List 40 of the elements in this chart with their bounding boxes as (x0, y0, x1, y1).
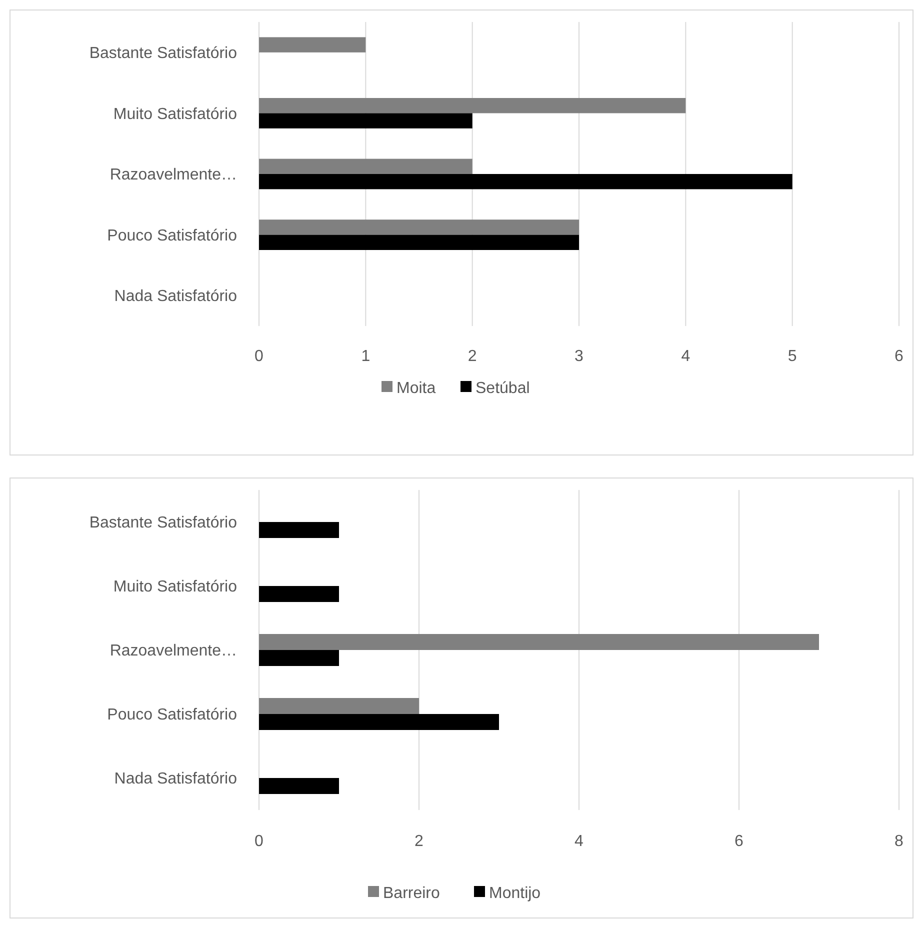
x-tick-label: 2 (468, 348, 477, 365)
bar (259, 586, 339, 602)
bar (259, 113, 472, 128)
y-tick-label: Nada Satisfatório (114, 770, 238, 788)
x-tick-label: 6 (894, 348, 904, 365)
x-tick-label: 1 (361, 348, 370, 365)
x-tick-label: 3 (574, 348, 584, 365)
x-tick-label: 0 (254, 833, 264, 850)
y-tick-label: Pouco Satisfatório (107, 706, 238, 724)
bar (259, 220, 579, 235)
y-tick-label: Bastante Satisfatório (89, 45, 238, 62)
bar (259, 522, 339, 538)
x-tick-label: 2 (414, 833, 424, 850)
legend-label: Montijo (489, 885, 541, 902)
bar (259, 234, 579, 250)
x-tick-label: 0 (254, 348, 264, 365)
x-tick-label: 4 (574, 833, 584, 850)
bar (259, 37, 366, 52)
bar (259, 174, 792, 190)
x-tick-label: 8 (894, 833, 904, 850)
y-tick-label: Nada Satisfatório (114, 288, 238, 306)
y-tick-label: Razoavelmente… (110, 642, 237, 660)
x-tick-label: 5 (788, 348, 797, 365)
bar (259, 714, 499, 730)
x-tick-label: 4 (681, 348, 690, 365)
legend-label: Setúbal (476, 380, 530, 397)
y-tick-label: Muito Satisfatório (113, 106, 238, 123)
bar (259, 158, 472, 174)
bar (259, 650, 339, 666)
x-tick-label: 6 (734, 833, 744, 850)
bar (259, 634, 819, 650)
bar (259, 778, 339, 794)
y-tick-label: Muito Satisfatório (113, 578, 238, 596)
bar (259, 698, 419, 714)
legend-label: Barreiro (383, 885, 440, 902)
y-tick-label: Pouco Satisfatório (107, 227, 238, 244)
y-tick-label: Razoavelmente… (110, 166, 237, 184)
y-tick-label: Bastante Satisfatório (89, 514, 238, 532)
legend-label: Moita (396, 380, 436, 397)
bar (259, 98, 686, 114)
